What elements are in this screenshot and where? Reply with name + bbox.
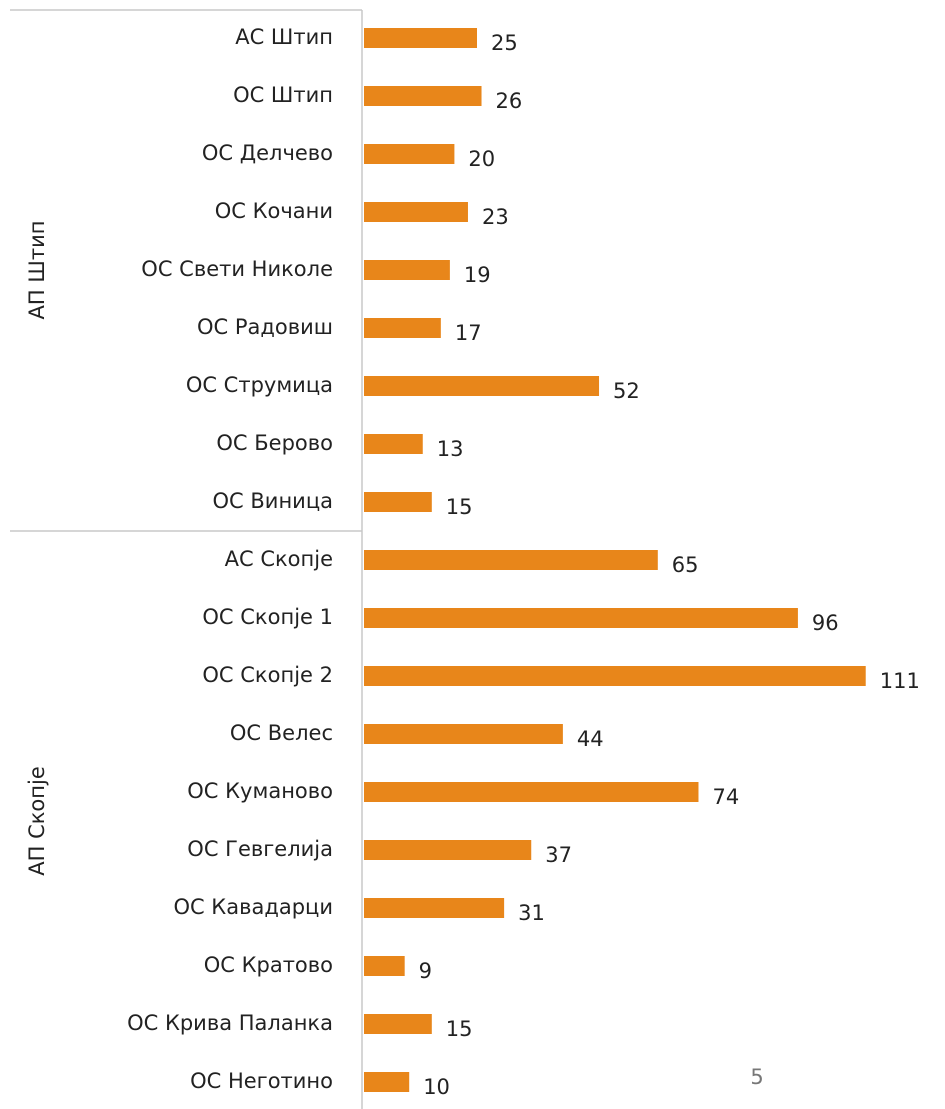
category-label: ОС Скопје 2: [202, 663, 333, 687]
value-label: 44: [577, 727, 604, 751]
value-label: 52: [613, 379, 640, 403]
value-label: 15: [446, 1017, 473, 1041]
value-label: 17: [455, 321, 482, 345]
category-label: ОС Берово: [216, 431, 333, 455]
value-label: 65: [672, 553, 699, 577]
category-label: ОС Радовиш: [197, 315, 333, 339]
category-label: ОС Гевгелија: [187, 837, 333, 861]
bar: [364, 956, 405, 976]
value-label: 20: [468, 147, 495, 171]
value-label: 111: [880, 669, 920, 693]
value-label: 15: [446, 495, 473, 519]
bar: [364, 550, 658, 570]
value-label: 25: [491, 31, 518, 55]
category-label: ОС Куманово: [187, 779, 333, 803]
value-label: 74: [712, 785, 739, 809]
category-label: ОС Кратово: [204, 953, 333, 977]
category-label: ОС Кочани: [215, 199, 333, 223]
bar: [364, 1072, 410, 1092]
category-label: ОС Скопје 1: [202, 605, 333, 629]
bar: [364, 144, 455, 164]
value-label: 10: [423, 1075, 450, 1099]
category-label: ОС Крива Паланка: [127, 1011, 333, 1035]
page-number: 5: [750, 1065, 763, 1089]
category-label: ОС Велес: [230, 721, 333, 745]
bar: [364, 1014, 432, 1034]
category-label: ОС Виница: [213, 489, 333, 513]
bar: [364, 318, 441, 338]
category-label: ОС Струмица: [186, 373, 333, 397]
bar: [364, 608, 798, 628]
category-label: АС Скопје: [225, 547, 333, 571]
value-label: 96: [812, 611, 839, 635]
category-label: АС Штип: [235, 25, 333, 49]
value-label: 19: [464, 263, 491, 287]
value-label: 31: [518, 901, 545, 925]
value-label: 23: [482, 205, 509, 229]
bar: [364, 202, 468, 222]
value-label: 13: [437, 437, 464, 461]
bar: [364, 434, 423, 454]
bar: [364, 782, 699, 802]
bar: [364, 840, 532, 860]
group-label: АП Штип: [25, 221, 49, 320]
bar: [364, 376, 600, 396]
bar: [364, 260, 450, 280]
bar: [364, 666, 866, 686]
category-label: ОС Штип: [233, 83, 333, 107]
category-label: ОС Делчево: [202, 141, 333, 165]
bar: [364, 86, 482, 106]
category-label: ОС Свети Николе: [141, 257, 333, 281]
bar: [364, 898, 505, 918]
value-label: 26: [496, 89, 523, 113]
value-label: 9: [419, 959, 432, 983]
bar: [364, 492, 432, 512]
value-label: 37: [545, 843, 572, 867]
category-label: ОС Неготино: [190, 1069, 333, 1093]
bar: [364, 28, 477, 48]
category-label: ОС Кавадарци: [173, 895, 333, 919]
bar: [364, 724, 563, 744]
group-label: АП Скопје: [25, 766, 49, 876]
